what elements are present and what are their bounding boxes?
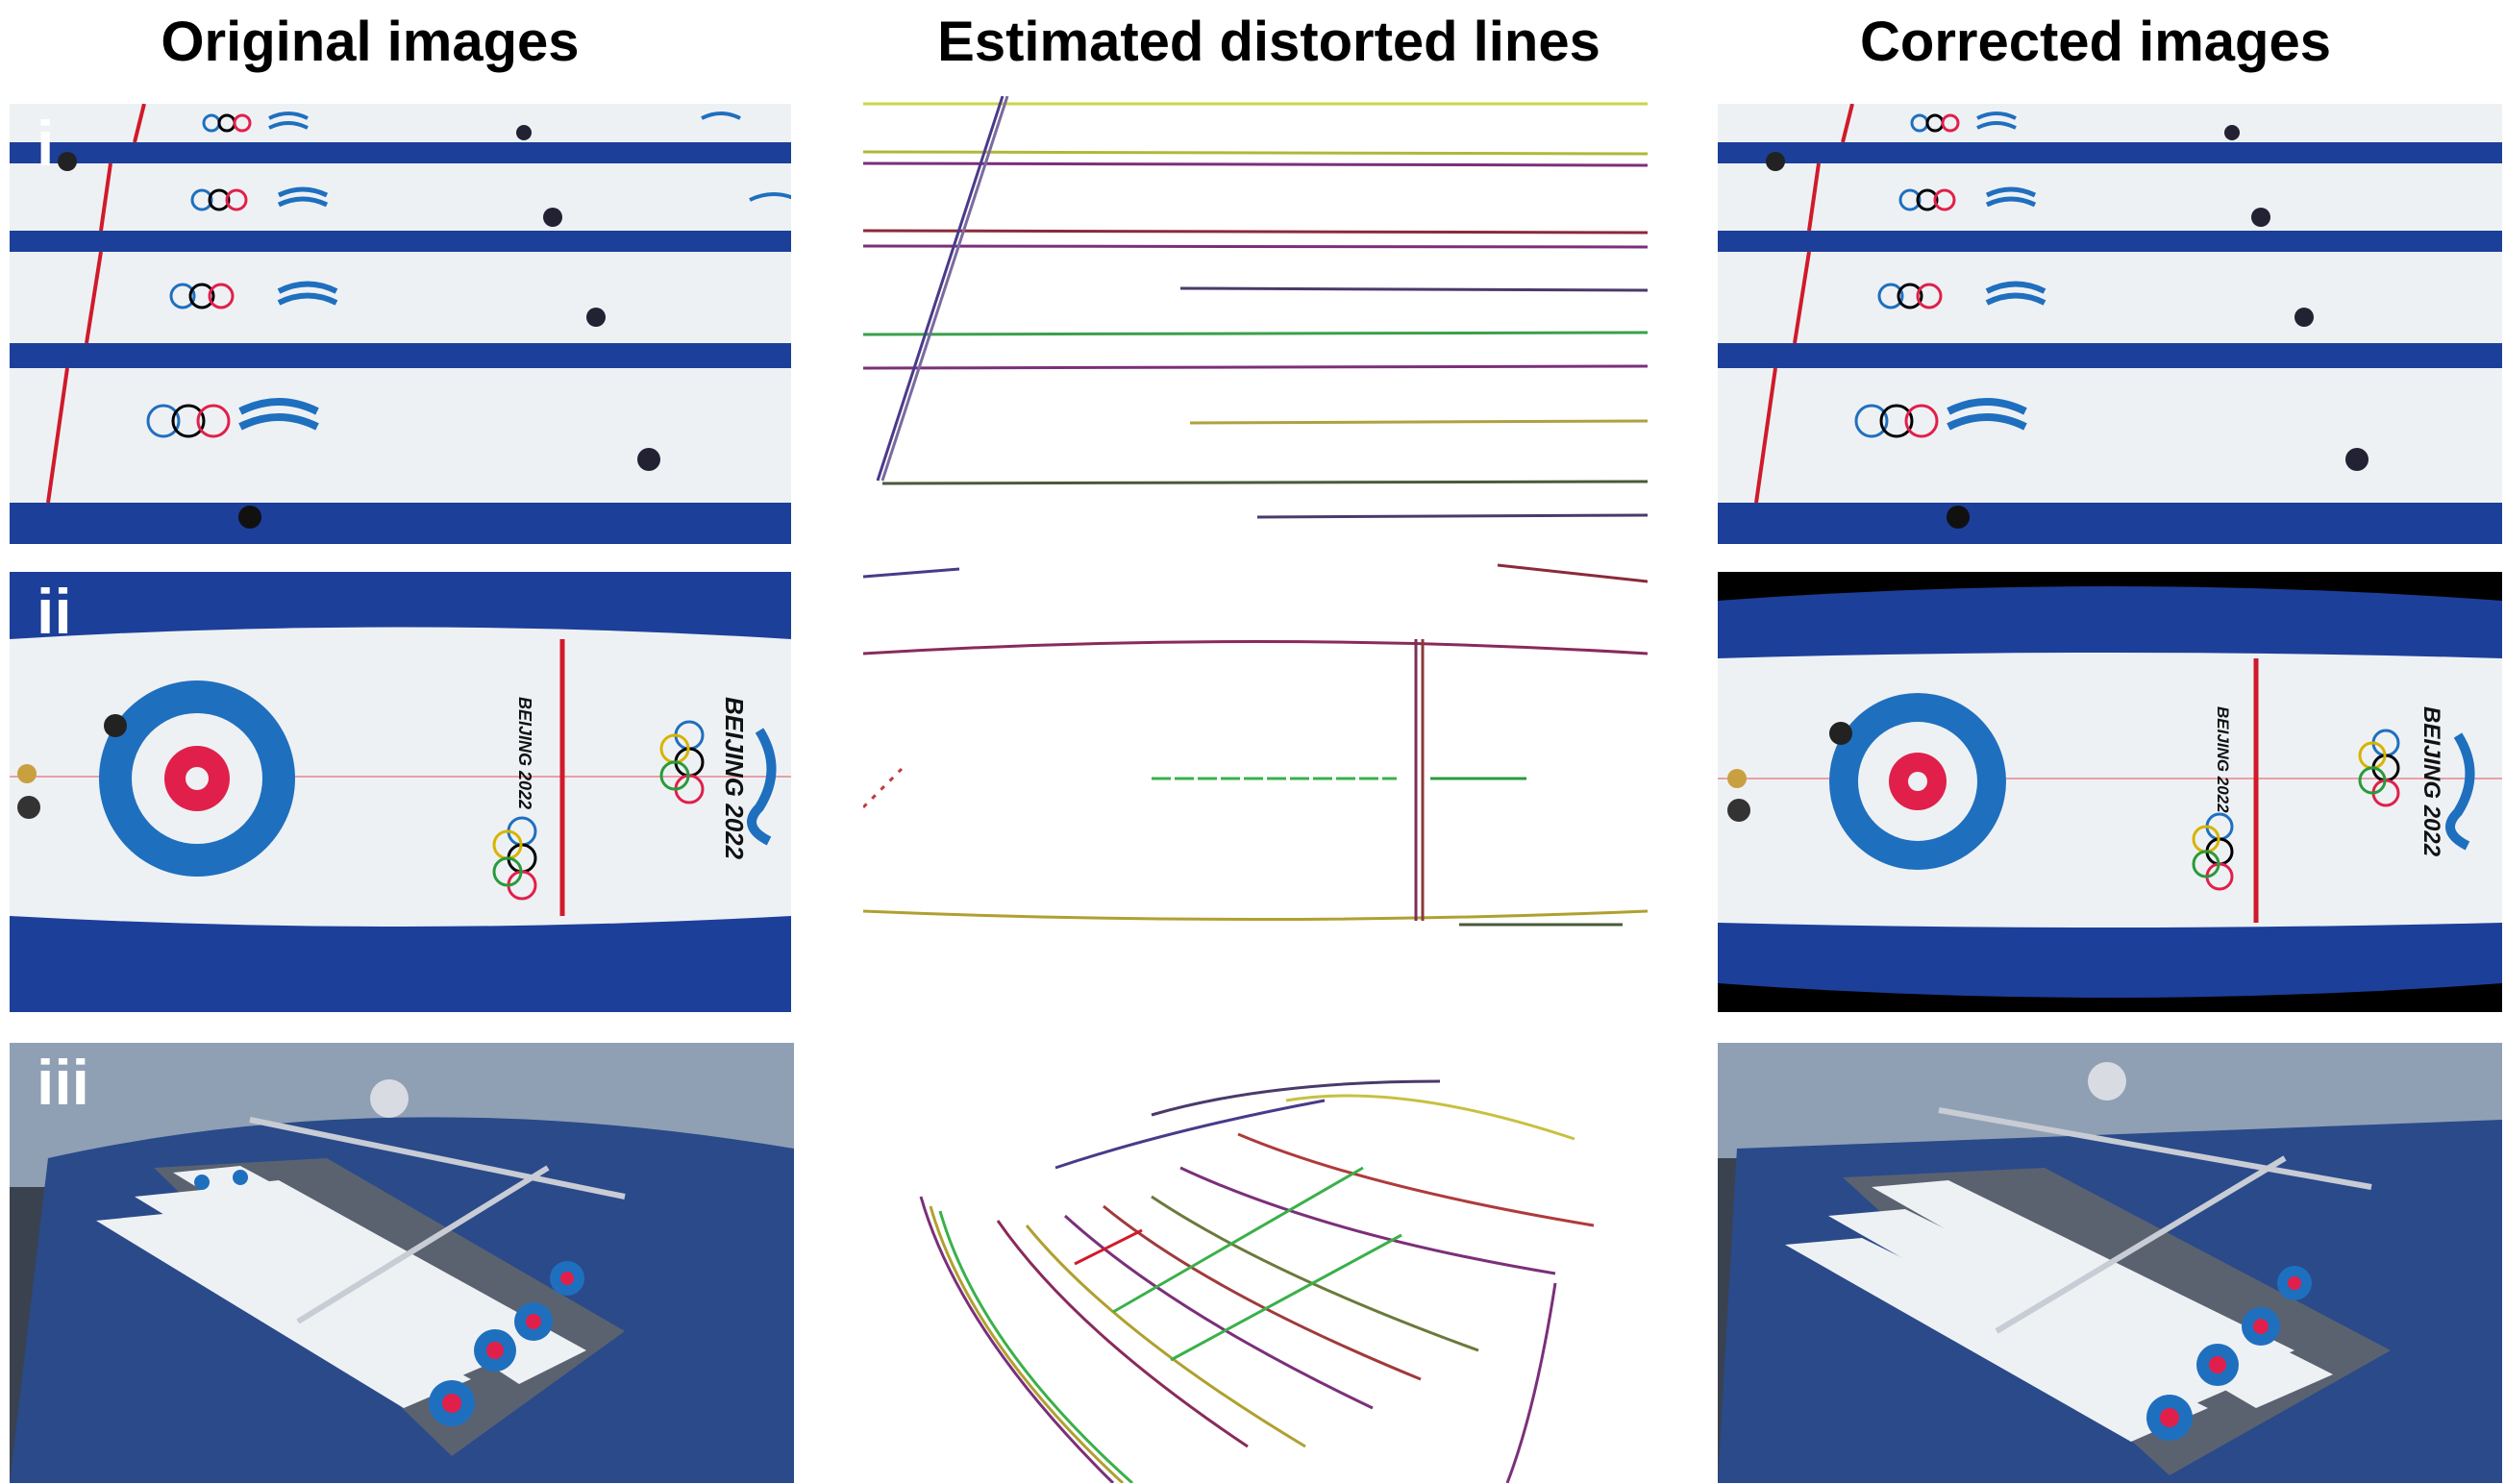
row-i-original-image: i xyxy=(10,104,791,544)
column-title-corrected: Corrected images xyxy=(1860,11,2331,73)
row-label-iii: iii xyxy=(37,1047,90,1118)
row-ii-lines-image xyxy=(863,557,1648,942)
row-ii-original-image: BEIJING 2022 BEIJING 2022 ii xyxy=(10,572,791,1012)
column-title-lines: Estimated distorted lines xyxy=(937,11,1600,73)
row-i-lines-image xyxy=(863,96,1648,536)
olympic-rings-icon xyxy=(1854,113,1960,438)
logo-text: BEIJING 2022 xyxy=(515,697,534,809)
house-target-icon xyxy=(2146,1266,2312,1441)
row-iii-lines-image xyxy=(863,1043,1648,1483)
logo-text: BEIJING 2022 xyxy=(720,697,749,860)
row-i-corrected-image xyxy=(1718,104,2502,544)
olympic-rings-icon xyxy=(146,113,252,438)
house-target-icon xyxy=(194,1170,584,1426)
row-label-i: i xyxy=(37,108,55,179)
column-title-original: Original images xyxy=(161,11,580,73)
row-iii-original-image: iii xyxy=(10,1043,794,1483)
row-iii-corrected-image xyxy=(1718,1043,2502,1483)
row-label-ii: ii xyxy=(37,576,72,647)
row-ii-corrected-image: BEIJING 2022 BEIJING 2022 xyxy=(1718,572,2502,1012)
logo-text: BEIJING 2022 xyxy=(2418,706,2444,857)
olympic-rings-icon xyxy=(492,720,705,901)
logo-text: BEIJING 2022 xyxy=(2214,706,2232,813)
olympic-rings-icon xyxy=(2192,729,2400,891)
